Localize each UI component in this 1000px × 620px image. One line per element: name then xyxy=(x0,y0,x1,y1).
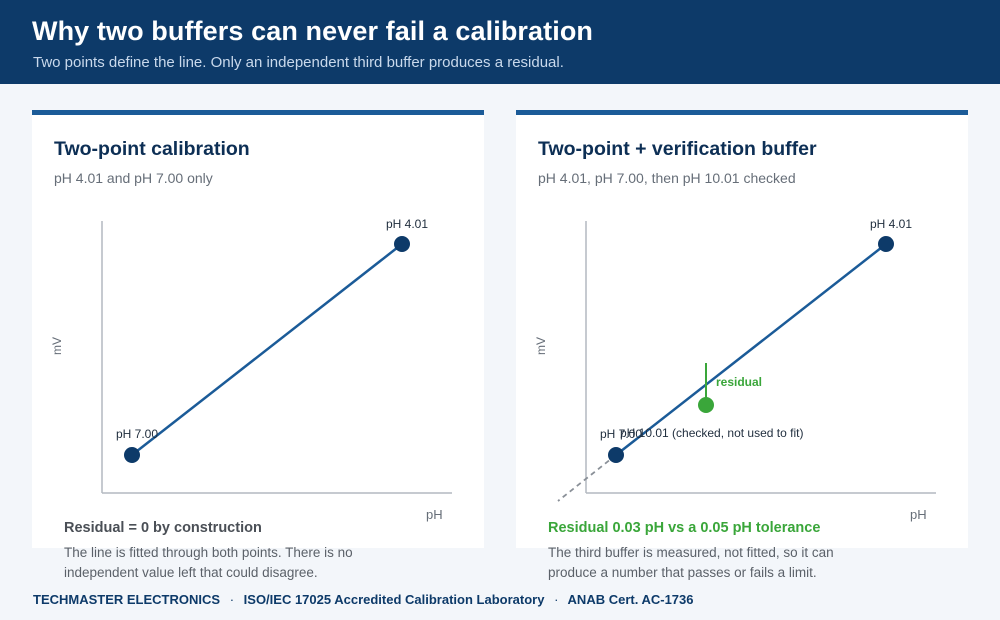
residual-result: Residual = 0 by construction xyxy=(64,520,262,536)
point-ph-7-00 xyxy=(124,447,140,463)
two-point-plot: pH 4.01 pH 7.00 xyxy=(101,217,452,494)
verification-plot: residual pH 4.01 pH 7.00 pH 10.01 (check… xyxy=(557,217,936,502)
calibration-line xyxy=(131,243,403,456)
panel-note: The line is fitted through both points. … xyxy=(64,545,353,580)
footer-accreditation: ISO/IEC 17025 Accredited Calibration Lab… xyxy=(243,592,545,607)
point-label-ph-4-01: pH 4.01 xyxy=(386,217,428,231)
residual-result: Residual 0.03 pH vs a 0.05 pH tolerance xyxy=(548,520,821,536)
x-axis-label: pH xyxy=(910,507,927,522)
panel-subtitle: pH 4.01 and pH 7.00 only xyxy=(54,170,213,186)
verification-panel: Two-point + verification buffer pH 4.01,… xyxy=(516,110,968,580)
calibration-line xyxy=(615,243,887,456)
point-ph-4-01 xyxy=(394,236,410,252)
residual-label: residual xyxy=(716,375,762,389)
panel-note: The third buffer is measured, not fitted… xyxy=(548,545,834,580)
y-axis-label: mV xyxy=(534,337,548,355)
point-label-ph-10-01: pH 10.01 (checked, not used to fit) xyxy=(620,426,803,440)
point-label-ph-7-00: pH 7.00 xyxy=(116,427,158,441)
page-header: Why two buffers can never fail a calibra… xyxy=(0,0,1000,84)
footer-separator: · xyxy=(229,592,235,607)
y-axis-label: mV xyxy=(50,337,64,355)
page-subtitle: Two points define the line. Only an inde… xyxy=(33,54,564,71)
two-point-panel: Two-point calibration pH 4.01 and pH 7.0… xyxy=(32,110,484,580)
panel-title: Two-point calibration xyxy=(54,138,250,160)
panel-title: Two-point + verification buffer xyxy=(538,138,817,160)
point-ph-7-00 xyxy=(608,447,624,463)
footer-separator: · xyxy=(554,592,559,607)
footer: TECHMASTER ELECTRONICS · ISO/IEC 17025 A… xyxy=(33,592,693,607)
panel-subtitle: pH 4.01, pH 7.00, then pH 10.01 checked xyxy=(538,170,796,186)
footer-company: TECHMASTER ELECTRONICS xyxy=(33,592,221,607)
x-axis-label: pH xyxy=(426,507,443,522)
point-ph-10-01 xyxy=(698,397,714,413)
line-extrapolation xyxy=(557,454,617,502)
point-label-ph-4-01: pH 4.01 xyxy=(870,217,912,231)
point-label-ph-7-00: pH 7.00 xyxy=(600,427,642,441)
page-title: Why two buffers can never fail a calibra… xyxy=(32,16,594,46)
point-ph-4-01 xyxy=(878,236,894,252)
footer-cert: ANAB Cert. AC-1736 xyxy=(567,592,694,607)
